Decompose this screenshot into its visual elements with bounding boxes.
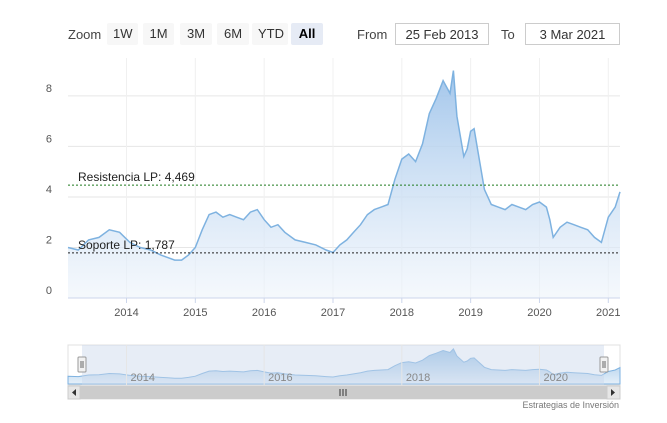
area-fill	[68, 70, 620, 298]
zoom-6m-button[interactable]: 6M	[217, 23, 249, 45]
navigator-tick-label: 2018	[406, 372, 430, 384]
x-tick-label: 2021	[596, 307, 620, 319]
x-axis-ticks: 2014 2015 2016 2017 2018 2019 2020 2021	[114, 298, 621, 319]
navigator-mask[interactable]	[82, 345, 604, 385]
x-tick-label: 2018	[390, 307, 414, 319]
x-tick-label: 2019	[458, 307, 482, 319]
resistance-label: Resistencia LP: 4,469	[78, 170, 195, 184]
x-tick-label: 2016	[252, 307, 276, 319]
navigator-tick-label: 2020	[543, 372, 567, 384]
y-tick-label: 0	[46, 285, 52, 297]
zoom-label: Zoom	[68, 27, 102, 42]
zoom-1w-button[interactable]: 1W	[107, 23, 138, 45]
to-date-input[interactable]: 3 Mar 2021	[525, 23, 620, 45]
navigator-series	[67, 348, 621, 385]
scroll-right-arrow-icon[interactable]	[611, 389, 615, 396]
zoom-1m-button[interactable]: 1M	[143, 23, 174, 45]
credits-link[interactable]: Estrategias de Inversión	[522, 400, 619, 410]
x-tick-label: 2014	[114, 307, 138, 319]
navigator-left-handle-icon[interactable]	[77, 356, 87, 373]
x-tick-label: 2015	[183, 307, 207, 319]
navigator-right-handle-icon[interactable]	[599, 356, 609, 373]
scroll-left-arrow-icon[interactable]	[72, 389, 76, 396]
from-label: From	[357, 27, 388, 42]
scrollbar-grip-icon[interactable]	[339, 389, 347, 396]
y-axis-ticks: 0 2 4 6 8	[46, 83, 52, 297]
support-label: Soporte LP: 1,787	[78, 238, 175, 252]
from-date-input[interactable]: 25 Feb 2013	[395, 23, 489, 45]
navigator-tick-label: 2016	[268, 372, 292, 384]
to-label: To	[501, 27, 515, 42]
zoom-all-button[interactable]: All	[291, 23, 323, 45]
y-tick-label: 6	[46, 133, 52, 145]
x-tick-label: 2017	[321, 307, 345, 319]
x-tick-label: 2020	[527, 307, 551, 319]
navigator-tick-label: 2014	[131, 372, 155, 384]
zoom-ytd-button[interactable]: YTD	[252, 23, 288, 45]
y-tick-label: 4	[46, 184, 52, 196]
navigator-ticks: 2014 2016 2018 2020	[126, 345, 568, 385]
y-tick-label: 8	[46, 83, 52, 95]
y-tick-label: 2	[46, 234, 52, 246]
zoom-3m-button[interactable]: 3M	[180, 23, 212, 45]
series-line	[67, 70, 621, 261]
